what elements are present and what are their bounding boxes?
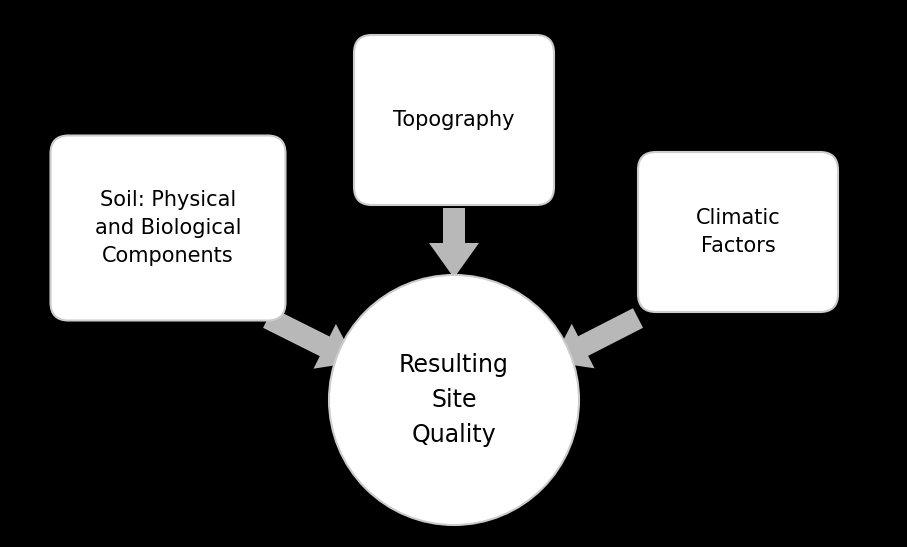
Text: Topography: Topography (394, 110, 515, 130)
Circle shape (329, 275, 579, 525)
Polygon shape (263, 308, 356, 369)
Text: Climatic
Factors: Climatic Factors (696, 208, 780, 256)
FancyBboxPatch shape (354, 35, 554, 205)
Polygon shape (552, 308, 643, 368)
Polygon shape (429, 208, 479, 278)
FancyBboxPatch shape (51, 136, 286, 321)
Text: Resulting
Site
Quality: Resulting Site Quality (399, 353, 509, 447)
FancyBboxPatch shape (638, 152, 838, 312)
Text: Soil: Physical
and Biological
Components: Soil: Physical and Biological Components (94, 190, 241, 266)
